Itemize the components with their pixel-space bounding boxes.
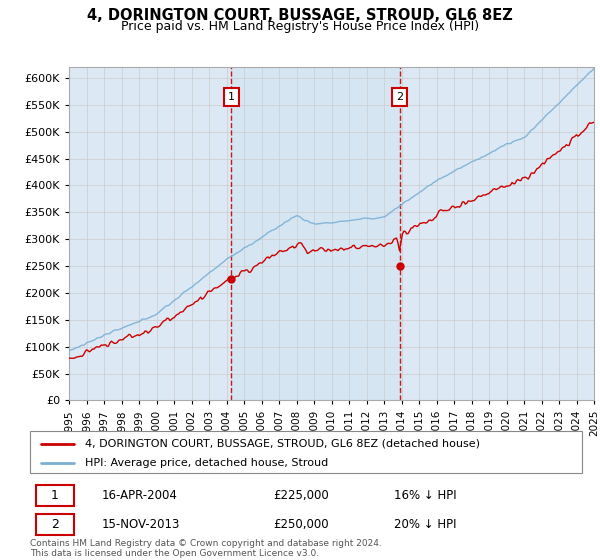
FancyBboxPatch shape — [30, 431, 582, 473]
Text: 16% ↓ HPI: 16% ↓ HPI — [394, 489, 457, 502]
Text: 1: 1 — [228, 92, 235, 102]
Text: 4, DORINGTON COURT, BUSSAGE, STROUD, GL6 8EZ: 4, DORINGTON COURT, BUSSAGE, STROUD, GL6… — [87, 8, 513, 24]
Text: 1: 1 — [51, 489, 59, 502]
Text: 2: 2 — [396, 92, 403, 102]
FancyBboxPatch shape — [35, 485, 74, 506]
Text: 16-APR-2004: 16-APR-2004 — [102, 489, 178, 502]
Text: £225,000: £225,000 — [273, 489, 329, 502]
Text: HPI: Average price, detached house, Stroud: HPI: Average price, detached house, Stro… — [85, 458, 328, 468]
Text: 20% ↓ HPI: 20% ↓ HPI — [394, 518, 457, 531]
Bar — [232, 67, 400, 400]
Text: Contains HM Land Registry data © Crown copyright and database right 2024.
This d: Contains HM Land Registry data © Crown c… — [30, 539, 382, 558]
Text: 2: 2 — [51, 518, 59, 531]
FancyBboxPatch shape — [35, 514, 74, 535]
Text: 15-NOV-2013: 15-NOV-2013 — [102, 518, 180, 531]
Text: £250,000: £250,000 — [273, 518, 329, 531]
Text: Price paid vs. HM Land Registry's House Price Index (HPI): Price paid vs. HM Land Registry's House … — [121, 20, 479, 32]
Text: 4, DORINGTON COURT, BUSSAGE, STROUD, GL6 8EZ (detached house): 4, DORINGTON COURT, BUSSAGE, STROUD, GL6… — [85, 439, 480, 449]
